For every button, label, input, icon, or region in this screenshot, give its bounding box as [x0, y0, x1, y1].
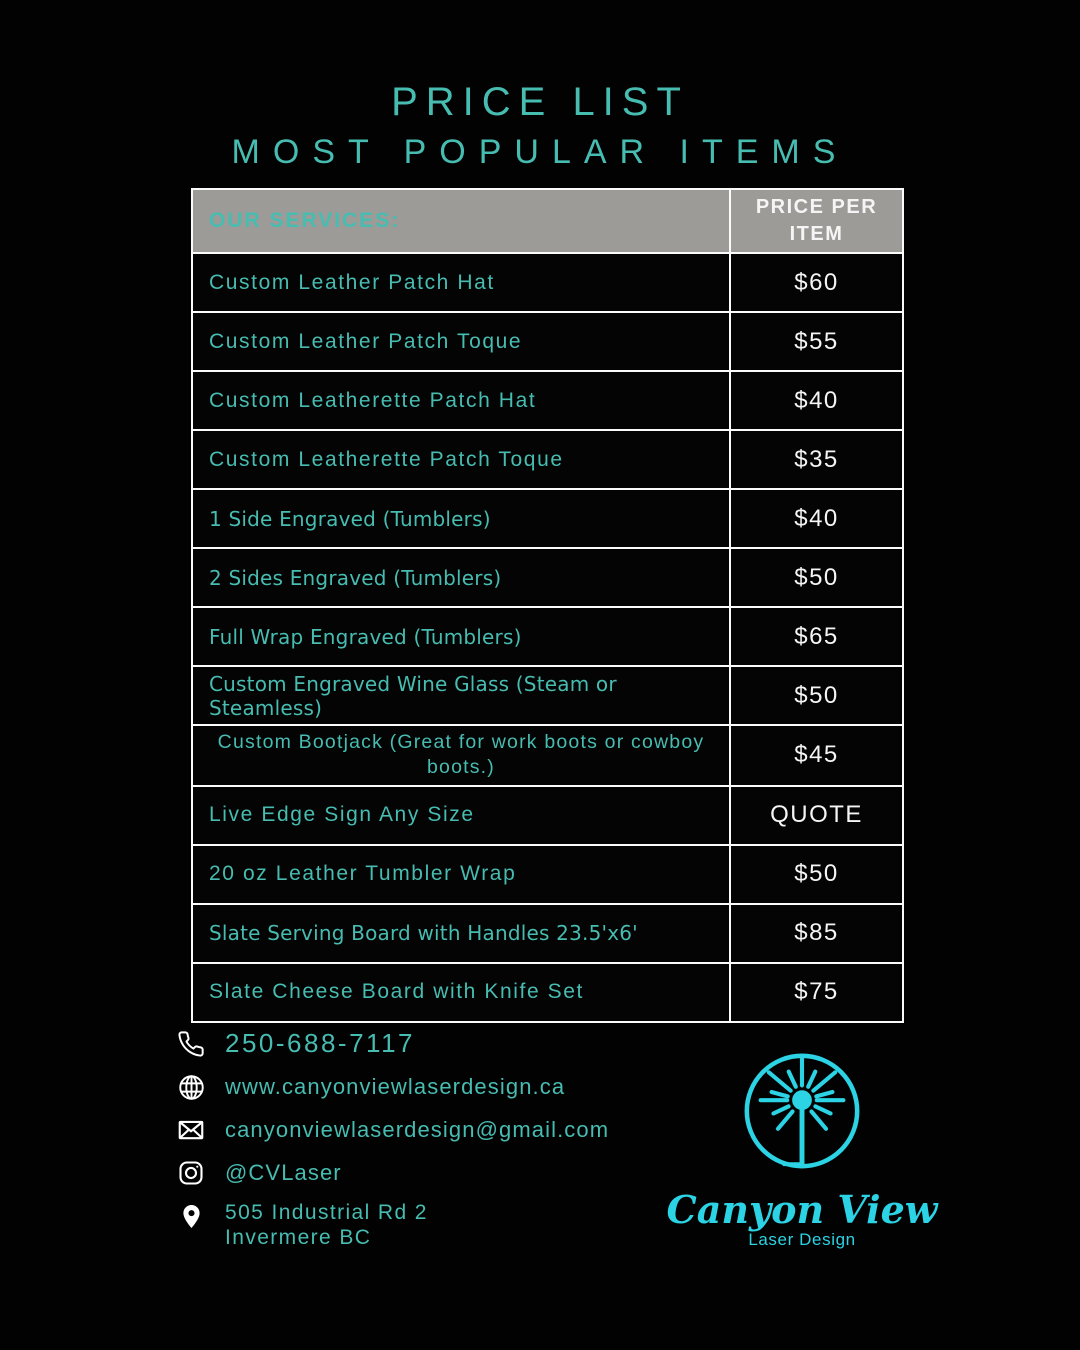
price-cell: $65	[731, 608, 902, 665]
contact-row-instagram: @CVLaser	[176, 1158, 609, 1188]
phone-number: 250-688-7117	[225, 1028, 415, 1058]
service-cell: 2 Sides Engraved (Tumblers)	[193, 549, 729, 606]
price-cell: QUOTE	[731, 786, 902, 844]
email-address: canyonviewlaserdesign@gmail.com	[225, 1117, 610, 1142]
contact-block: 250-688-7117 www.canyonviewlaserdesign.c…	[176, 1028, 609, 1251]
price-cell: $75	[731, 963, 902, 1021]
phone-icon	[176, 1029, 206, 1059]
service-cell: Custom Engraved Wine Glass (Steam or Ste…	[193, 667, 729, 724]
contact-row-phone: 250-688-7117	[176, 1028, 609, 1059]
price-cell: $50	[731, 667, 902, 724]
contact-row-email: canyonviewlaserdesign@gmail.com	[176, 1115, 609, 1145]
service-cell: Live Edge Sign Any Size	[193, 786, 729, 844]
service-cell: Custom Leatherette Patch Hat	[193, 372, 729, 429]
logo-subtitle: Laser Design	[748, 1230, 856, 1249]
company-logo: Canyon View Laser Design	[667, 1044, 937, 1250]
address-line-1: 505 Industrial Rd 2	[225, 1201, 428, 1224]
service-cell: Custom Leather Patch Toque	[193, 313, 729, 370]
address-line-2: Invermere BC	[225, 1225, 372, 1249]
price-cell: $45	[731, 726, 902, 785]
instagram-handle: @CVLaser	[225, 1160, 342, 1185]
service-cell: Custom Leatherette Patch Toque	[193, 431, 729, 488]
globe-icon	[176, 1072, 206, 1102]
instagram-icon	[176, 1158, 206, 1188]
email-icon	[176, 1115, 206, 1145]
logo-company-name: Canyon View	[666, 1187, 938, 1232]
title-line-1: PRICE LIST	[391, 80, 689, 124]
price-cell: $35	[731, 431, 902, 488]
location-pin-icon	[176, 1201, 206, 1231]
service-cell: 1 Side Engraved (Tumblers)	[193, 490, 729, 547]
poster-title: PRICE LIST MOST POPULAR ITEMS	[0, 80, 1080, 172]
service-cell: Full Wrap Engraved (Tumblers)	[193, 608, 729, 665]
price-cell: $40	[731, 372, 902, 429]
contact-row-website: www.canyonviewlaserdesign.ca	[176, 1072, 609, 1102]
service-cell: Slate Cheese Board with Knife Set	[193, 963, 729, 1021]
price-cell: $55	[731, 313, 902, 370]
price-cell: $50	[731, 549, 902, 606]
title-line-2: MOST POPULAR ITEMS	[231, 133, 849, 171]
service-cell: Slate Serving Board with Handles 23.5'x6…	[193, 904, 729, 962]
contact-row-address: 505 Industrial Rd 2 Invermere BC	[176, 1201, 609, 1251]
service-cell: Custom Leather Patch Hat	[193, 254, 729, 311]
table-header-price: PRICE PER ITEM	[731, 190, 902, 252]
website-url: www.canyonviewlaserdesign.ca	[225, 1074, 566, 1099]
street-address: 505 Industrial Rd 2 Invermere BC	[225, 1201, 428, 1251]
price-cell: $50	[731, 845, 902, 903]
laser-starburst-logo	[733, 1044, 871, 1183]
table-header-services: OUR SERVICES:	[193, 190, 729, 252]
service-cell: Custom Bootjack (Great for work boots or…	[193, 726, 729, 785]
price-cell: $85	[731, 904, 902, 962]
price-table: OUR SERVICES: PRICE PER ITEM Custom Leat…	[191, 188, 904, 1023]
price-cell: $40	[731, 490, 902, 547]
service-cell: 20 oz Leather Tumbler Wrap	[193, 845, 729, 903]
price-cell: $60	[731, 254, 902, 311]
